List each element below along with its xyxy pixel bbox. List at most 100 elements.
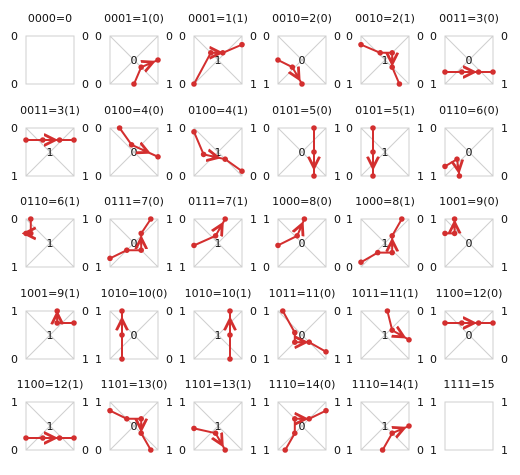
contour-vertex (389, 64, 396, 70)
corner-label-bottom-left: 0 (179, 78, 186, 91)
corner-label-bottom-right: 0 (250, 170, 257, 183)
corner-label-top-right: 1 (250, 396, 257, 409)
center-label: 0 (466, 329, 473, 342)
center-label: 1 (47, 146, 54, 159)
contour-vertex (107, 255, 113, 262)
case-tile: 1010=10(1) 1 0 1 0 1 (179, 287, 257, 366)
corner-label-top-left: 0 (263, 30, 270, 43)
corner-label-top-right: 1 (166, 396, 173, 409)
corner-label-bottom-left: 0 (263, 170, 270, 183)
case-tile: 0100=4(1)0 10 01 (179, 104, 257, 183)
corner-label-top-right: 1 (334, 396, 341, 409)
case-caption: 0111=7(0) (104, 195, 164, 208)
center-label: 0 (131, 54, 138, 67)
contour-vertex (396, 81, 403, 87)
contour-vertex (399, 216, 405, 222)
contour-vertex (299, 81, 305, 87)
contour-vertex (370, 173, 376, 179)
corner-label-top-right: 1 (417, 122, 424, 135)
case-tile: 0001=1(0)0 00 10 (95, 12, 173, 91)
corner-label-bottom-left: 1 (179, 353, 186, 366)
center-label: 1 (215, 329, 222, 342)
case-caption: 0000=0 (28, 12, 72, 25)
corner-label-top-left: 0 (346, 30, 353, 43)
contour-vertex (490, 320, 496, 326)
case-tile: 1100=12(0) 1 1 0 0 0 (430, 287, 508, 366)
corner-label-bottom-right: 0 (334, 444, 341, 457)
case-tile: 1101=13(1) 1 1 0 1 1 (179, 378, 257, 457)
corner-label-bottom-right: 0 (417, 78, 424, 91)
contour-vertex (451, 216, 458, 222)
corner-label-bottom-right: 1 (82, 170, 89, 183)
corner-label-top-left: 0 (179, 213, 186, 226)
case-caption: 0110=6(1) (20, 195, 80, 208)
cell-frame (360, 127, 410, 177)
corner-label-bottom-left: 1 (263, 353, 270, 366)
contour-vertex (155, 154, 161, 160)
case-tile: 0010=2(1)0 01 01 (346, 12, 424, 91)
contour-vertex (389, 50, 396, 56)
case-caption: 1000=8(1) (355, 195, 415, 208)
contour-vertex (54, 320, 60, 326)
cell-frame (444, 310, 494, 360)
cell-diagonal (444, 310, 494, 360)
cell-frame (25, 310, 75, 360)
center-label: 1 (215, 237, 222, 250)
corner-label-bottom-right: 0 (501, 353, 508, 366)
case-caption: 1100=12(1) (17, 378, 84, 391)
contour-vertex (71, 137, 77, 143)
cell-diagonal (25, 218, 75, 268)
corner-label-bottom-right: 0 (334, 261, 341, 274)
cell-frame (109, 127, 159, 177)
contour-vertex (442, 320, 448, 326)
corner-label-bottom-right: 0 (166, 170, 173, 183)
corner-label-bottom-right: 0 (82, 444, 89, 457)
contour-vertex (131, 81, 137, 87)
corner-label-bottom-right: 1 (501, 261, 508, 274)
cell-frame (25, 218, 75, 268)
center-label: 1 (382, 146, 389, 159)
contour-vertex (275, 242, 281, 249)
center-label: 0 (131, 146, 138, 159)
cell-diagonal (277, 401, 327, 451)
contour-vertex (377, 50, 384, 56)
contour-vertex (323, 349, 329, 355)
corner-label-top-right: 1 (82, 396, 89, 409)
corner-label-bottom-right: 1 (417, 170, 424, 183)
cell-frame (25, 35, 75, 85)
case-tile: 1011=11(0) 1 0 1 1 0 (263, 287, 341, 366)
corner-label-top-right: 0 (417, 213, 424, 226)
contour-vertex (128, 142, 135, 148)
center-label: 1 (382, 420, 389, 433)
contour-vertex (222, 156, 228, 162)
cell-frame (360, 218, 410, 268)
center-label: 0 (466, 237, 473, 250)
case-caption: 0011=3(0) (439, 12, 499, 25)
contour-vertex (208, 50, 214, 56)
corner-label-top-left: 0 (95, 213, 102, 226)
center-label: 1 (382, 54, 389, 67)
contour-vertex (301, 216, 308, 222)
contour-vertex (138, 64, 144, 70)
corner-label-bottom-right: 0 (334, 78, 341, 91)
corner-label-top-right: 0 (417, 305, 424, 318)
corner-label-bottom-left: 0 (263, 261, 270, 274)
corner-label-bottom-left: 0 (346, 261, 353, 274)
contour-vertex (292, 430, 298, 437)
corner-label-top-left: 1 (430, 305, 437, 318)
center-label: 0 (131, 237, 138, 250)
contour-vertex (306, 416, 313, 422)
corner-label-bottom-right: 1 (501, 78, 508, 91)
case-caption: 1001=9(1) (20, 287, 80, 300)
cell-frame (193, 127, 243, 177)
corner-label-top-right: 1 (334, 122, 341, 135)
corner-label-top-right: 0 (166, 305, 173, 318)
corner-label-bottom-right: 0 (417, 261, 424, 274)
case-caption: 1110=14(0) (269, 378, 336, 391)
cell-frame (193, 35, 243, 85)
contour-vertex (442, 69, 448, 75)
corner-label-top-right: 0 (501, 213, 508, 226)
center-label: 1 (382, 329, 389, 342)
